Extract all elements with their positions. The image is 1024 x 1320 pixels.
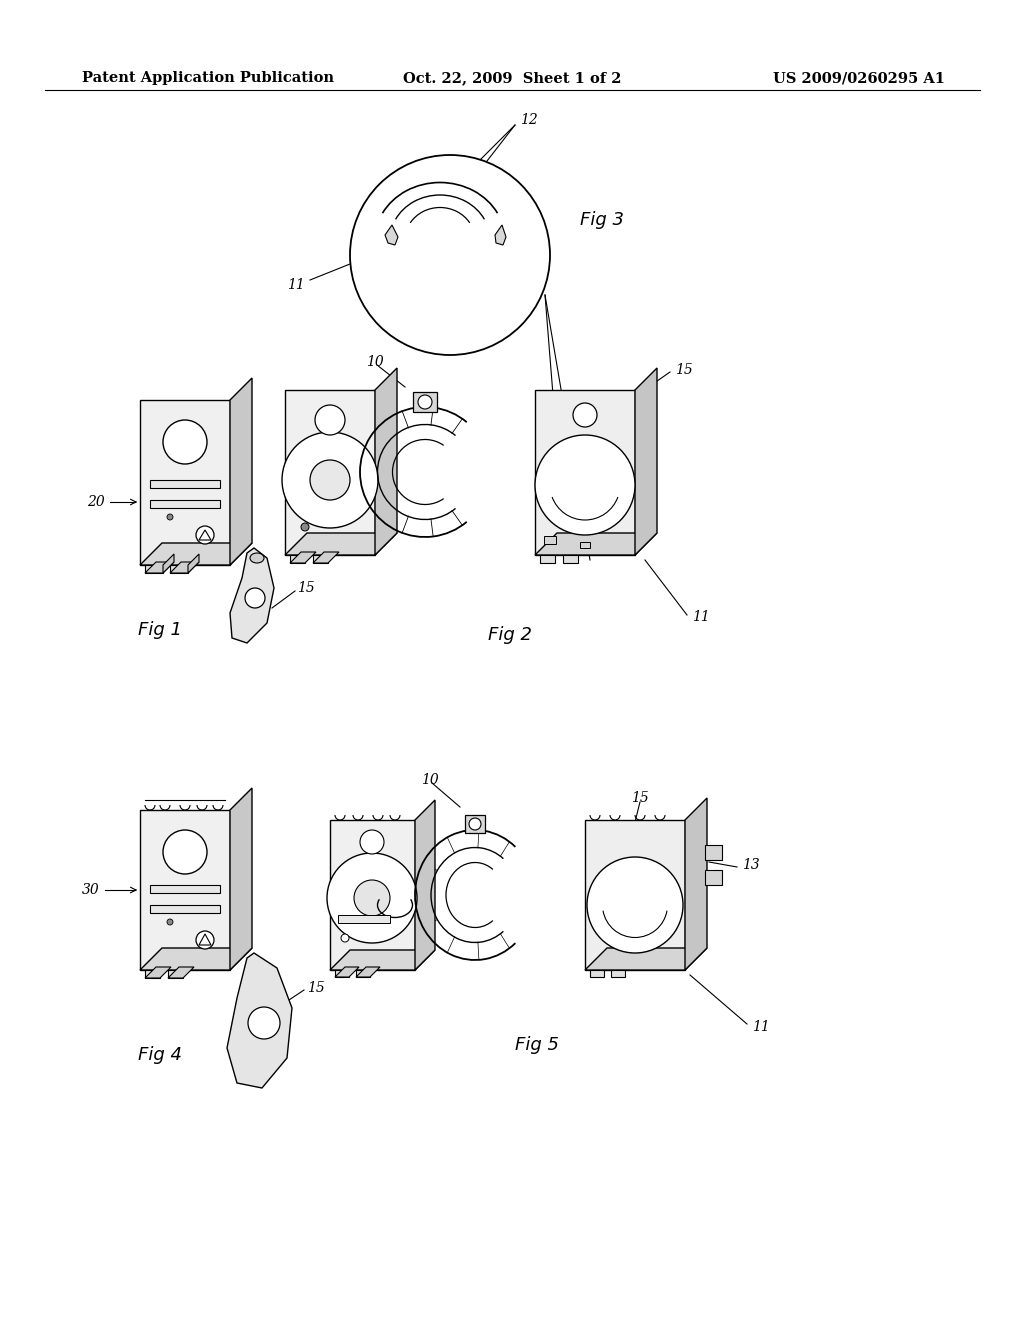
Polygon shape — [585, 820, 685, 970]
Text: 20: 20 — [87, 495, 105, 510]
Circle shape — [573, 403, 597, 426]
Polygon shape — [145, 970, 160, 978]
Polygon shape — [145, 562, 174, 573]
Text: Fig 5: Fig 5 — [515, 1036, 559, 1053]
Text: Fig 4: Fig 4 — [138, 1045, 182, 1064]
Polygon shape — [495, 224, 506, 246]
Circle shape — [354, 880, 390, 916]
Text: 15: 15 — [297, 581, 314, 595]
Circle shape — [535, 436, 635, 535]
Polygon shape — [705, 845, 722, 861]
Polygon shape — [330, 820, 415, 970]
Circle shape — [360, 830, 384, 854]
Polygon shape — [290, 552, 316, 564]
Circle shape — [341, 935, 349, 942]
Polygon shape — [150, 480, 220, 488]
Text: US 2009/0260295 A1: US 2009/0260295 A1 — [773, 71, 945, 84]
Circle shape — [418, 395, 432, 409]
Circle shape — [327, 853, 417, 942]
Circle shape — [248, 1007, 280, 1039]
Circle shape — [350, 154, 550, 355]
Polygon shape — [150, 884, 220, 894]
Polygon shape — [168, 970, 183, 978]
Polygon shape — [585, 948, 707, 970]
Polygon shape — [163, 554, 174, 573]
Polygon shape — [465, 814, 485, 833]
Circle shape — [196, 931, 214, 949]
Polygon shape — [140, 948, 252, 970]
Text: Fig 2: Fig 2 — [488, 626, 532, 644]
Polygon shape — [590, 970, 604, 977]
Circle shape — [310, 459, 350, 500]
Polygon shape — [227, 953, 292, 1088]
Polygon shape — [540, 554, 555, 564]
Polygon shape — [544, 536, 556, 544]
Polygon shape — [611, 970, 625, 977]
Text: Fig 3: Fig 3 — [580, 211, 624, 228]
Polygon shape — [188, 554, 199, 573]
Circle shape — [163, 420, 207, 465]
Polygon shape — [535, 533, 657, 554]
Polygon shape — [563, 554, 578, 564]
Polygon shape — [535, 389, 635, 554]
Polygon shape — [705, 870, 722, 884]
Polygon shape — [356, 970, 370, 977]
Polygon shape — [170, 562, 199, 573]
Text: 12: 12 — [520, 114, 538, 127]
Polygon shape — [168, 968, 194, 978]
Polygon shape — [313, 552, 339, 564]
Polygon shape — [145, 968, 171, 978]
Polygon shape — [140, 543, 252, 565]
Circle shape — [301, 523, 309, 531]
Polygon shape — [170, 565, 188, 573]
Circle shape — [315, 405, 345, 436]
Polygon shape — [330, 950, 435, 970]
Polygon shape — [290, 554, 305, 564]
Polygon shape — [150, 906, 220, 913]
Polygon shape — [356, 968, 380, 977]
Polygon shape — [285, 533, 397, 554]
Polygon shape — [230, 788, 252, 970]
Text: 11: 11 — [288, 279, 305, 292]
Polygon shape — [338, 915, 390, 923]
Polygon shape — [140, 400, 230, 565]
Ellipse shape — [250, 553, 264, 564]
Text: Fig 1: Fig 1 — [138, 620, 182, 639]
Polygon shape — [415, 800, 435, 970]
Circle shape — [587, 857, 683, 953]
Circle shape — [469, 818, 481, 830]
Text: 15: 15 — [675, 363, 693, 378]
Circle shape — [163, 830, 207, 874]
Polygon shape — [230, 378, 252, 565]
Text: 11: 11 — [692, 610, 710, 624]
Polygon shape — [140, 810, 230, 970]
Circle shape — [167, 919, 173, 925]
Polygon shape — [150, 500, 220, 508]
Polygon shape — [230, 548, 274, 643]
Polygon shape — [685, 799, 707, 970]
Text: 10: 10 — [421, 774, 439, 787]
Text: 15: 15 — [631, 791, 649, 805]
Circle shape — [196, 525, 214, 544]
Text: 30: 30 — [82, 883, 100, 898]
Text: 15: 15 — [307, 981, 325, 995]
Circle shape — [282, 432, 378, 528]
Circle shape — [167, 513, 173, 520]
Text: Patent Application Publication: Patent Application Publication — [82, 71, 334, 84]
Polygon shape — [335, 968, 359, 977]
Text: 11: 11 — [752, 1020, 770, 1034]
Polygon shape — [335, 970, 349, 977]
Polygon shape — [413, 392, 437, 412]
Polygon shape — [385, 224, 398, 246]
Polygon shape — [580, 543, 590, 548]
Polygon shape — [375, 368, 397, 554]
Circle shape — [245, 587, 265, 609]
Text: 10: 10 — [367, 355, 384, 370]
Polygon shape — [145, 565, 163, 573]
Text: 13: 13 — [742, 858, 760, 873]
Polygon shape — [285, 389, 375, 554]
Text: Oct. 22, 2009  Sheet 1 of 2: Oct. 22, 2009 Sheet 1 of 2 — [402, 71, 622, 84]
Polygon shape — [635, 368, 657, 554]
Polygon shape — [313, 554, 328, 564]
